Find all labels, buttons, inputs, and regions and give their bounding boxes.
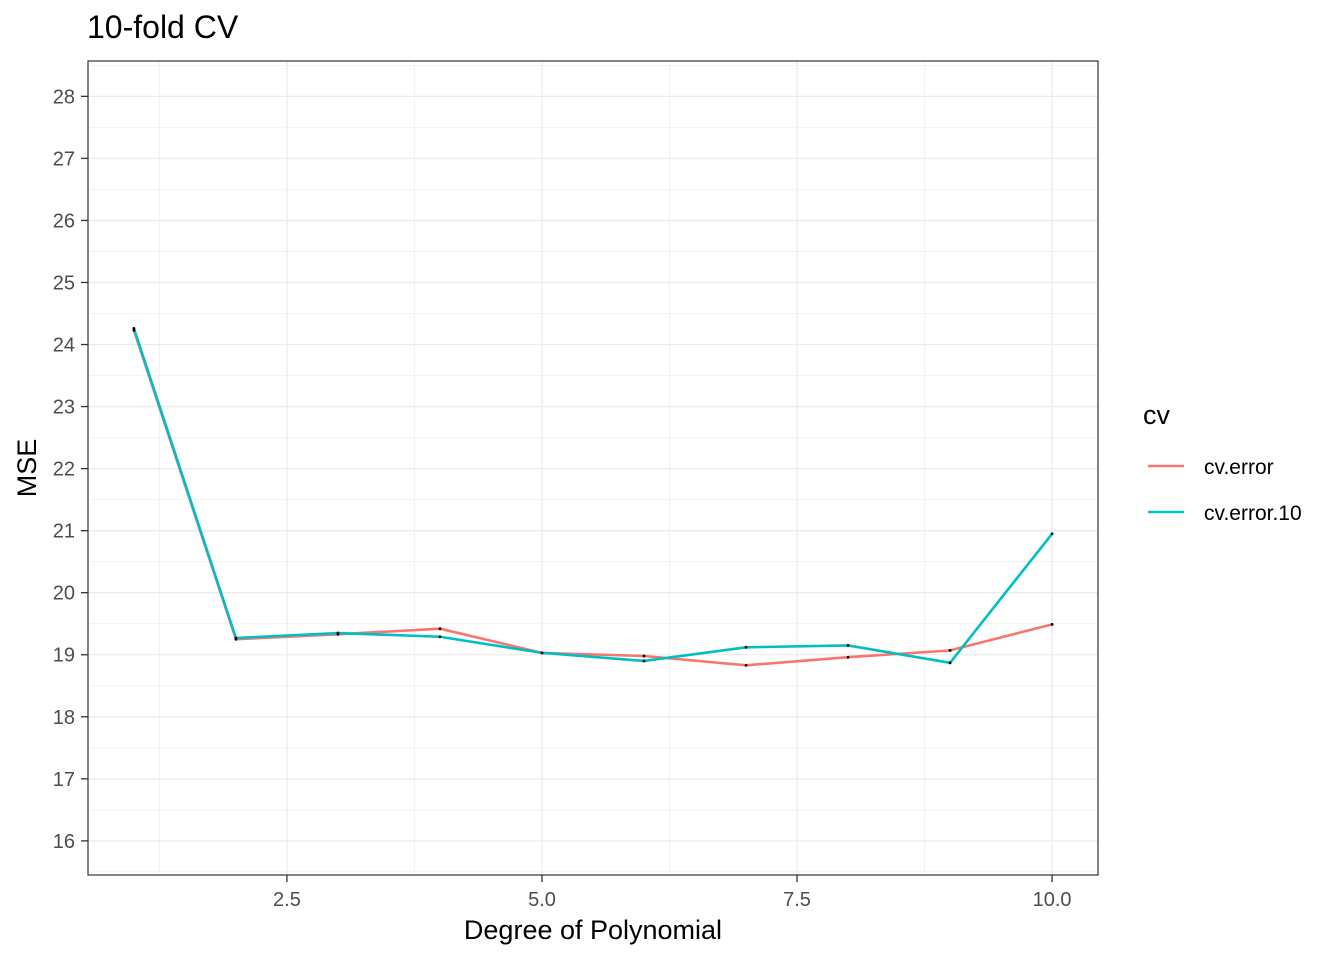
x-tick-label: 10.0	[1033, 889, 1072, 911]
series-lines	[132, 327, 1054, 667]
x-axis: 2.5 5.0 7.5 10.0	[273, 875, 1072, 911]
y-tick-label: 28	[53, 86, 75, 108]
y-tick-label: 24	[53, 335, 75, 357]
y-axis: 16 17 18 19 20 21 22 23 24 25 26 27 28	[53, 86, 88, 853]
data-point	[642, 654, 646, 658]
y-tick-label: 18	[53, 707, 75, 729]
series-line-cv-error-10	[132, 327, 1054, 665]
data-point	[846, 644, 850, 647]
y-tick-label: 27	[53, 148, 75, 170]
y-tick-label: 25	[53, 272, 75, 294]
plot-panel	[87, 60, 1099, 876]
data-point	[642, 659, 646, 663]
data-point	[1050, 622, 1054, 626]
legend-items: cv.error cv.error.10	[1148, 456, 1302, 525]
data-point	[336, 631, 340, 635]
legend-label-cv-error: cv.error	[1204, 456, 1274, 479]
y-tick-label: 17	[53, 769, 75, 791]
x-tick-label: 5.0	[528, 889, 556, 911]
data-point	[438, 627, 442, 631]
x-tick-label: 2.5	[273, 889, 301, 911]
y-tick-label: 26	[53, 210, 75, 232]
y-tick-label: 21	[53, 521, 75, 543]
legend: cv cv.error cv.error.10	[1143, 400, 1302, 525]
data-point	[744, 645, 748, 649]
data-point	[132, 327, 136, 330]
data-point	[846, 655, 850, 659]
y-axis-title: MSE	[12, 439, 42, 498]
x-tick-label: 7.5	[783, 889, 811, 911]
y-tick-label: 20	[53, 583, 75, 605]
data-point	[540, 651, 544, 655]
legend-title: cv	[1143, 400, 1171, 430]
x-axis-title: Degree of Polynomial	[464, 915, 722, 945]
y-tick-label: 22	[53, 459, 75, 481]
data-point	[948, 649, 952, 652]
legend-label-cv-error-10: cv.error.10	[1204, 502, 1302, 525]
series-points	[132, 327, 1054, 667]
data-point	[948, 661, 952, 665]
data-point	[438, 635, 442, 639]
y-tick-label: 16	[53, 831, 75, 853]
chart-title: 10-fold CV	[87, 9, 239, 45]
data-point	[1050, 532, 1054, 536]
y-tick-label: 19	[53, 645, 75, 667]
y-tick-label: 23	[53, 397, 75, 419]
data-point	[744, 663, 748, 667]
data-point	[234, 636, 238, 640]
